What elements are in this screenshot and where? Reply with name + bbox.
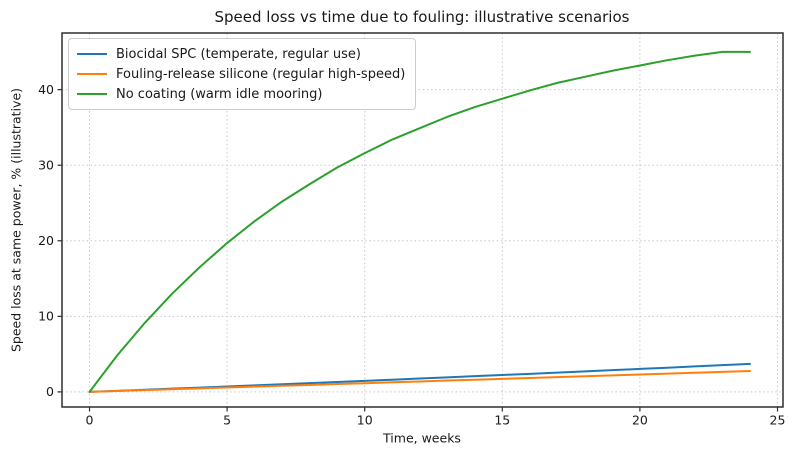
x-tick-label: 15 xyxy=(494,413,510,428)
y-tick-label: 0 xyxy=(46,384,54,399)
x-tick-label: 25 xyxy=(770,413,786,428)
x-axis-label: Time, weeks xyxy=(383,430,461,446)
legend-line-sample-icon xyxy=(77,53,107,55)
legend-item-fouling-release: Fouling-release silicone (regular high-s… xyxy=(77,64,405,84)
series-line-no-coating-warm-idle-mooring xyxy=(88,50,751,393)
legend-line-sample-icon xyxy=(77,73,107,75)
legend: Biocidal SPC (temperate, regular use) Fo… xyxy=(68,38,417,110)
y-tick-label: 40 xyxy=(38,82,54,97)
legend-item-no-coating: No coating (warm idle mooring) xyxy=(77,84,405,104)
x-tick-label: 20 xyxy=(632,413,648,428)
legend-item-biocidal-spc: Biocidal SPC (temperate, regular use) xyxy=(77,44,405,64)
series-line-biocidal-spc-temperate-regular-use xyxy=(88,362,751,393)
x-tick-label: 0 xyxy=(86,413,94,428)
legend-line-sample-icon xyxy=(77,93,107,95)
legend-label: Fouling-release silicone (regular high-s… xyxy=(116,66,406,82)
y-tick-label: 10 xyxy=(38,309,54,324)
y-tick-label: 20 xyxy=(38,233,54,248)
y-axis-label: Speed loss at same power, % (illustrativ… xyxy=(8,87,24,353)
chart-title: Speed loss vs time due to fouling: illus… xyxy=(214,8,630,26)
x-tick-label: 10 xyxy=(357,413,373,428)
legend-label: No coating (warm idle mooring) xyxy=(116,86,323,102)
y-tick-label: 30 xyxy=(38,158,54,173)
axes-frame xyxy=(61,32,784,408)
legend-label: Biocidal SPC (temperate, regular use) xyxy=(116,46,361,62)
x-tick-label: 5 xyxy=(223,413,231,428)
series-line-fouling-release-silicone-regular-high-speed xyxy=(88,370,751,393)
